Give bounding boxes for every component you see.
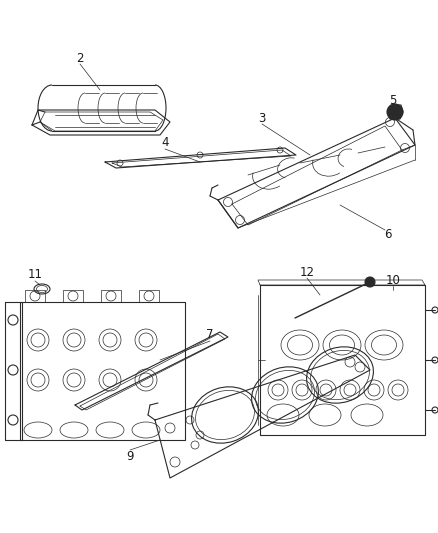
- Circle shape: [365, 277, 375, 287]
- Text: 5: 5: [389, 93, 397, 107]
- Text: 6: 6: [384, 229, 392, 241]
- Text: 9: 9: [126, 449, 134, 463]
- Circle shape: [387, 104, 403, 120]
- Text: 10: 10: [385, 273, 400, 287]
- Text: 4: 4: [161, 136, 169, 149]
- Text: 11: 11: [28, 269, 42, 281]
- Text: 7: 7: [206, 328, 214, 342]
- Text: 12: 12: [300, 265, 314, 279]
- Text: 2: 2: [76, 52, 84, 64]
- Text: 3: 3: [258, 111, 266, 125]
